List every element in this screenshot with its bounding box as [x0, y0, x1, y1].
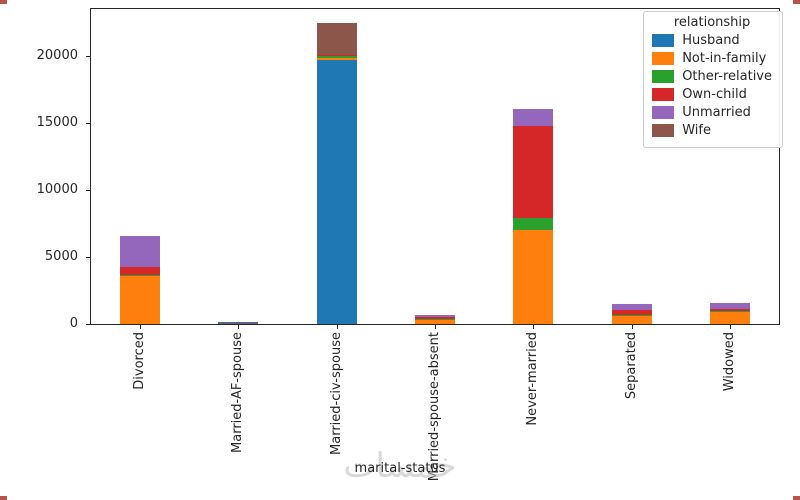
bar-Never-married — [513, 109, 553, 324]
x-tick-label-Married-AF-spouse: Married-AF-spouse — [230, 332, 245, 453]
bar-Married-AF-spouse — [218, 322, 258, 324]
x-tickmark — [533, 325, 534, 329]
bar-segment-Not-in-family — [612, 316, 652, 324]
y-tickmark — [86, 324, 90, 325]
watermark: خمسات — [343, 446, 457, 486]
x-tickmark — [435, 325, 436, 329]
bar-segment-Not-in-family — [710, 312, 750, 324]
legend-label: Wife — [682, 123, 711, 138]
bar-segment-Own-child — [317, 55, 357, 56]
bar-segment-Wife — [317, 23, 357, 55]
bar-Widowed — [710, 303, 750, 324]
bar-segment-Other-relative — [612, 315, 652, 316]
legend-swatch — [652, 88, 675, 101]
x-axis-label: marital-status — [354, 461, 446, 476]
bar-segment-Not-in-family — [513, 230, 553, 324]
y-tick-label: 10000 — [36, 182, 78, 197]
bar-segment-Other-relative — [317, 56, 357, 58]
legend-title: relationship — [673, 15, 751, 30]
y-tickmark — [86, 190, 90, 191]
x-tickmark — [632, 325, 633, 329]
legend-item-Other-relative: Other-relative — [652, 69, 772, 84]
y-tick-label: 5000 — [44, 249, 78, 264]
bar-segment-Husband — [218, 323, 258, 324]
bar-segment-Unmarried — [415, 315, 455, 317]
x-tick-label-Never-married: Never-married — [525, 332, 540, 426]
legend-label: Unmarried — [682, 105, 751, 120]
legend-swatch — [652, 70, 675, 83]
y-tick-label: 15000 — [36, 115, 78, 130]
bar-segment-Not-in-family — [415, 320, 455, 324]
y-tick-label: 0 — [69, 316, 78, 331]
legend-label: Husband — [682, 33, 740, 48]
x-tick-label-Separated: Separated — [624, 332, 639, 400]
corner-mark — [0, 0, 7, 4]
bar-segment-Other-relative — [710, 311, 750, 312]
legend-swatch — [652, 124, 675, 137]
bar-segment-Other-relative — [513, 218, 553, 230]
y-tick-label: 20000 — [36, 48, 78, 63]
x-tickmark — [337, 325, 338, 329]
bar-segment-Own-child — [415, 317, 455, 319]
legend-item-Unmarried: Unmarried — [652, 105, 772, 120]
bar-segment-Unmarried — [513, 109, 553, 126]
bar-segment-Own-child — [612, 310, 652, 315]
x-tickmark — [140, 325, 141, 329]
bar-Divorced — [120, 236, 160, 324]
legend-item-Own-child: Own-child — [652, 87, 772, 102]
corner-mark — [0, 496, 7, 500]
y-tickmark — [86, 56, 90, 57]
legend-swatch — [652, 106, 675, 119]
bar-segment-Other-relative — [415, 319, 455, 320]
bar-segment-Not-in-family — [317, 58, 357, 60]
legend-items: Husband Not-in-family Other-relative Own-ch… — [652, 33, 772, 138]
legend-item-Wife: Wife — [652, 123, 772, 138]
legend-label: Own-child — [682, 87, 747, 102]
bar-segment-Own-child — [120, 267, 160, 275]
corner-mark — [793, 496, 800, 500]
legend-item-Not-in-family: Not-in-family — [652, 51, 772, 66]
legend-label: Other-relative — [682, 69, 772, 84]
legend-label: Not-in-family — [682, 51, 767, 66]
x-tick-label-Divorced: Divorced — [132, 332, 147, 390]
bar-segment-Wife — [218, 322, 258, 323]
bar-segment-Unmarried — [612, 304, 652, 310]
y-tickmark — [86, 257, 90, 258]
bar-Separated — [612, 304, 652, 324]
bar-segment-Own-child — [710, 309, 750, 311]
legend: relationship Husband Not-in-family Other-r… — [643, 11, 783, 148]
bar-segment-Unmarried — [120, 236, 160, 267]
bar-segment-Unmarried — [710, 303, 750, 309]
x-tick-label-Widowed: Widowed — [722, 332, 737, 392]
legend-item-Husband: Husband — [652, 33, 772, 48]
bar-segment-Not-in-family — [120, 276, 160, 324]
corner-mark — [793, 0, 800, 4]
legend-swatch — [652, 52, 675, 65]
x-tickmark — [730, 325, 731, 329]
bar-Married-civ-spouse — [317, 23, 357, 324]
bar-segment-Other-relative — [120, 275, 160, 276]
y-tickmark — [86, 123, 90, 124]
x-tickmark — [238, 325, 239, 329]
bar-Married-spouse-absent — [415, 315, 455, 324]
bar-segment-Own-child — [513, 126, 553, 218]
x-tick-label-Married-civ-spouse: Married-civ-spouse — [329, 332, 344, 455]
legend-swatch — [652, 34, 675, 47]
bar-segment-Husband — [317, 60, 357, 324]
